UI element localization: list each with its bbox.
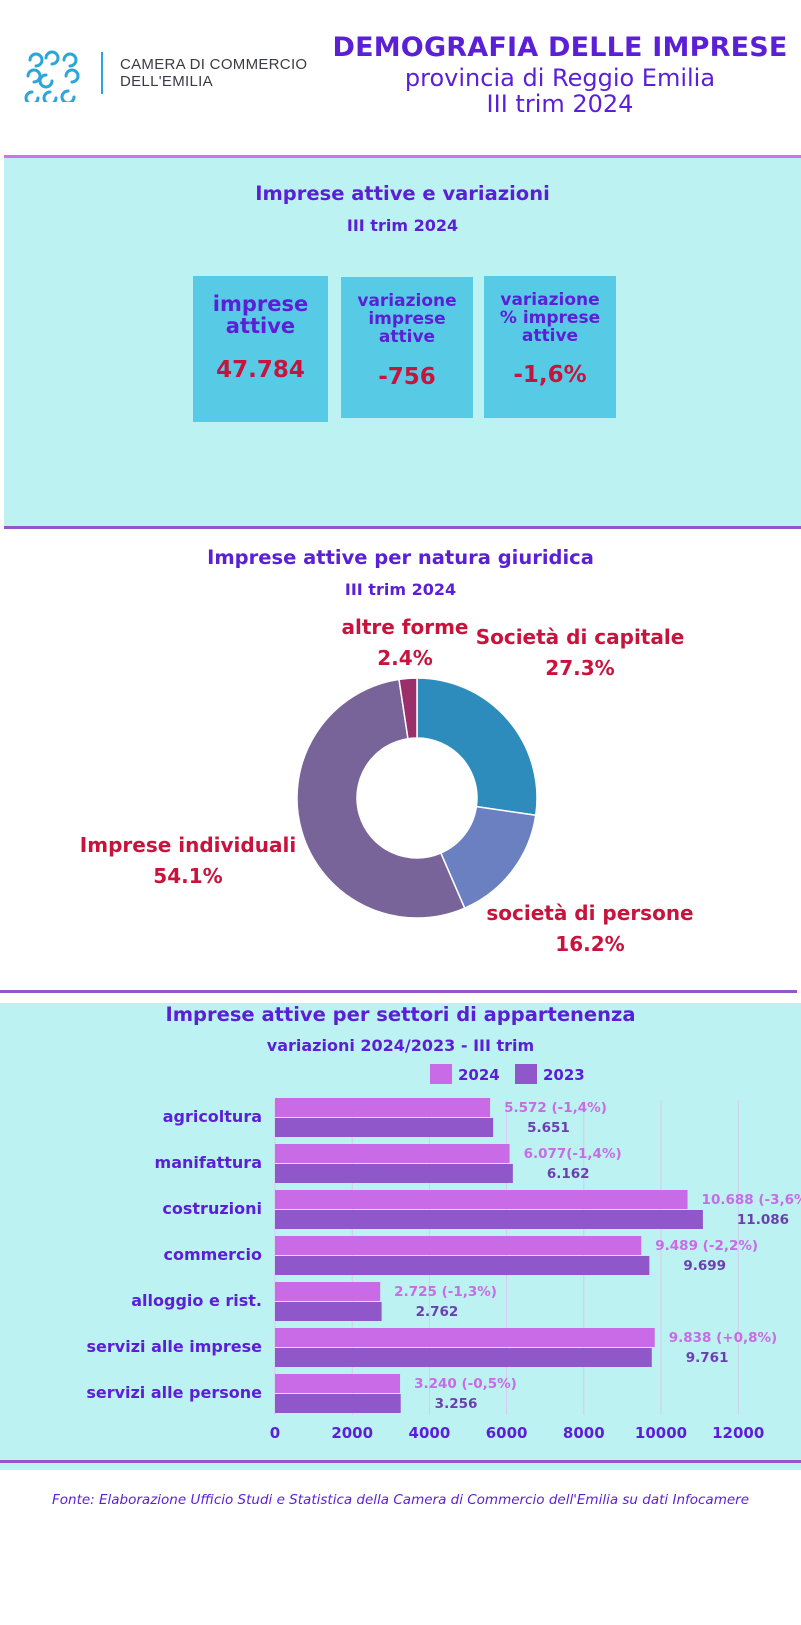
bar-value-label: 6.162: [547, 1166, 590, 1182]
category-label: costruzioni: [162, 1199, 262, 1218]
legend-label: 2023: [543, 1066, 585, 1084]
bar-value-label: 5.651: [527, 1120, 570, 1136]
kpi-card-label-line: imprese: [212, 292, 309, 316]
bar-2024: [275, 1190, 688, 1209]
legend-label: 2024: [458, 1066, 500, 1084]
section-rule: [0, 990, 797, 993]
bar-2024: [275, 1328, 655, 1347]
sectors-subtitle: variazioni 2024/2023 - III trim: [266, 1036, 535, 1055]
sectors-title: Imprese attive per settori di appartenen…: [165, 1003, 636, 1026]
bar-value-label: 10.688 (-3,6%): [702, 1192, 801, 1208]
pie-slice-name: Società di capitale: [476, 625, 685, 649]
bar-2024: [275, 1282, 381, 1301]
x-tick-label: 0: [270, 1424, 280, 1442]
bar-2023: [275, 1348, 652, 1367]
section-rule-top: [4, 155, 801, 158]
kpi-card-value: -756: [378, 363, 436, 390]
section-rule: [0, 1460, 801, 1463]
bar-2023: [275, 1302, 382, 1321]
bar-value-label: 3.256: [435, 1396, 478, 1412]
category-label: alloggio e rist.: [131, 1291, 262, 1310]
x-tick-label: 12000: [712, 1424, 764, 1442]
bar-value-label: 11.086: [737, 1212, 789, 1228]
bar-value-label: 2.725 (-1,3%): [394, 1284, 497, 1300]
kpi-card-label-line: attive: [378, 326, 436, 347]
kpi-card-active-firms: imprese attive 47.784: [193, 276, 328, 422]
org-name-line1: CAMERA DI COMMERCIO: [120, 56, 308, 73]
pie-slice: [416, 677, 538, 817]
kpi-card-value: 47.784: [216, 357, 305, 384]
bar-2023: [275, 1164, 513, 1183]
kpi-card-label: imprese attive: [193, 293, 328, 337]
pie-slice-label: 27.3%: [545, 656, 614, 680]
pie-slice-name: Imprese individuali: [80, 833, 296, 857]
kpi-card-label-line: % imprese: [499, 307, 601, 328]
logo-divider: [101, 52, 103, 94]
bar-value-label: 2.762: [416, 1304, 459, 1320]
chamber-logo-icon: [24, 50, 80, 102]
pie-slice-label: 16.2%: [555, 932, 624, 956]
kpi-title: Imprese attive e variazioni: [255, 182, 550, 205]
org-name-line2: DELL'EMILIA: [120, 73, 213, 90]
x-tick-label: 6000: [486, 1424, 528, 1442]
bar-value-label: 3.240 (-0,5%): [414, 1376, 517, 1392]
page-period: III trim 2024: [486, 90, 634, 118]
pie-slice-name: altre forme: [341, 615, 468, 639]
category-label: servizi alle persone: [86, 1383, 262, 1402]
legal-form-period: III trim 2024: [344, 580, 457, 599]
bar-value-label: 9.838 (+0,8%): [669, 1330, 778, 1346]
legend-swatch: [515, 1064, 537, 1084]
kpi-card-label-line: imprese: [368, 308, 446, 329]
bar-value-label: 9.699: [683, 1258, 726, 1274]
bar-2024: [275, 1374, 401, 1393]
kpi-card-value: -1,6%: [513, 361, 587, 388]
x-tick-label: 8000: [563, 1424, 605, 1442]
legend-swatch: [430, 1064, 452, 1084]
pie-slice: [398, 677, 418, 740]
kpi-card-label-line: attive: [225, 314, 296, 339]
bar-2023: [275, 1394, 401, 1413]
kpi-card-label: variazione imprese attive: [341, 291, 473, 347]
page-title: DEMOGRAFIA DELLE IMPRESE: [332, 32, 788, 63]
org-name: CAMERA DI COMMERCIO DELL'EMILIA: [120, 56, 307, 90]
bar-2024: [275, 1236, 642, 1255]
category-label: manifattura: [155, 1153, 262, 1172]
sectors-bar-chart: 2024 2023 agricoltura manifattura costruzio…: [86, 1064, 801, 1442]
bar-value-label: 6.077(-1,4%): [524, 1146, 622, 1162]
pie-slice-label: 2.4%: [377, 646, 432, 670]
bar-2024: [275, 1144, 510, 1163]
category-label: commercio: [163, 1245, 262, 1264]
section-rule: [4, 526, 801, 529]
kpi-card-variation-pct: variazione % imprese attive -1,6%: [484, 276, 616, 418]
category-label: agricoltura: [163, 1107, 262, 1126]
bar-2023: [275, 1118, 494, 1137]
bar-2023: [275, 1210, 703, 1229]
pie-slice-name: società di persone: [486, 901, 693, 925]
source-note: Fonte: Elaborazione Ufficio Studi e Stat…: [51, 1492, 750, 1508]
page-subtitle: provincia di Reggio Emilia: [404, 64, 716, 92]
x-tick-label: 2000: [331, 1424, 373, 1442]
legal-form-title: Imprese attive per natura giuridica: [207, 546, 594, 569]
legal-form-donut-chart: Società di capitale 27.3% società di perso…: [80, 615, 694, 956]
x-tick-label: 10000: [635, 1424, 687, 1442]
pie-slice-label: 54.1%: [153, 864, 222, 888]
bar-2023: [275, 1256, 650, 1275]
bar-2024: [275, 1098, 491, 1117]
kpi-card-label: variazione % imprese attive: [484, 290, 616, 346]
bar-value-label: 5.572 (-1,4%): [504, 1100, 607, 1116]
category-label: servizi alle imprese: [87, 1337, 263, 1356]
x-tick-label: 4000: [409, 1424, 451, 1442]
kpi-card-label-line: attive: [521, 325, 579, 346]
bar-value-label: 9.761: [686, 1350, 729, 1366]
kpi-period: III trim 2024: [346, 216, 459, 235]
bar-value-label: 9.489 (-2,2%): [655, 1238, 758, 1254]
kpi-card-label-line: variazione: [500, 290, 600, 310]
kpi-card-label-line: variazione: [357, 291, 457, 311]
pie-slice: [296, 678, 466, 919]
kpi-card-variation: variazione imprese attive -756: [341, 277, 473, 418]
